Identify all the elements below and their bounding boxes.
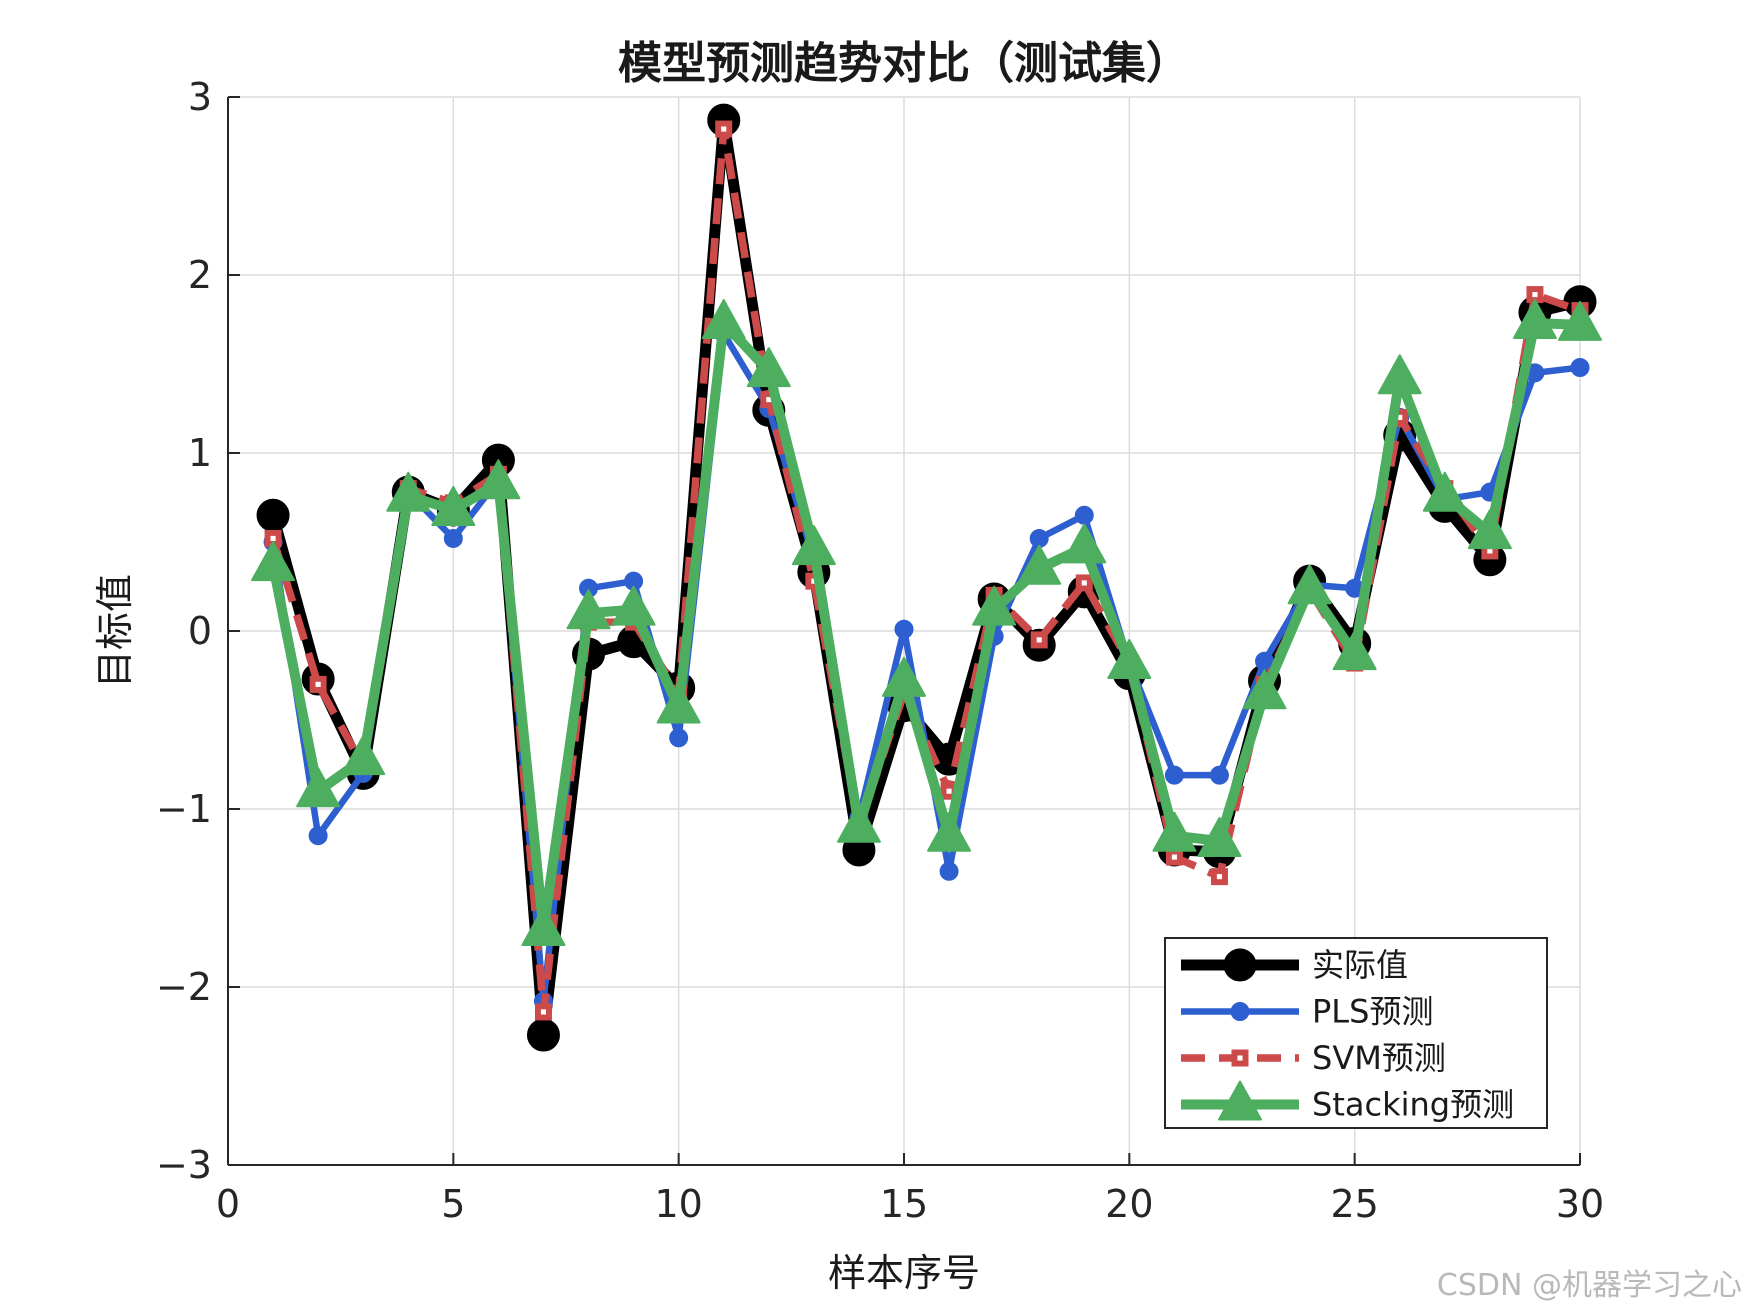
legend-label-3: Stacking预测: [1312, 1086, 1514, 1124]
point-s3-22: [1242, 669, 1287, 710]
legend-label-1: PLS预测: [1312, 993, 1433, 1031]
x-tick-label-5: 25: [1330, 1182, 1378, 1226]
point-s2-0-inner: [270, 535, 276, 541]
point-s3-14: [882, 656, 926, 697]
legend-marker-2-inner: [1237, 1055, 1243, 1061]
series-3: [251, 299, 1602, 947]
y-tick-label-3: 0: [188, 609, 212, 653]
point-s3-18: [1062, 523, 1107, 564]
point-s3-6: [521, 906, 566, 947]
legend: 实际值 PLS预测 SVM预测 Stacking预测: [1164, 937, 1548, 1129]
point-s3-21: [1197, 817, 1242, 858]
point-s3-16: [972, 585, 1017, 626]
point-s2-17-inner: [1036, 637, 1042, 643]
point-s2-15-inner: [946, 788, 952, 794]
point-s3-1: [296, 767, 341, 808]
point-s2-25-inner: [1397, 414, 1403, 420]
point-s3-7: [566, 589, 611, 630]
y-tick-label-0: −3: [156, 1143, 212, 1187]
point-s3-23: [1287, 564, 1332, 605]
x-tick-label-3: 15: [880, 1182, 928, 1226]
point-s1-15: [939, 861, 959, 881]
axes: [227, 96, 1581, 1166]
legend-marker-3: [1218, 1080, 1262, 1121]
series-layer: [251, 103, 1602, 1052]
x-tick-label-1: 5: [441, 1182, 465, 1226]
y-tick-label-4: 1: [188, 431, 212, 475]
legend-item-3: Stacking预测: [1181, 1080, 1514, 1124]
point-s2-1-inner: [315, 681, 321, 687]
point-s2-18-inner: [1081, 580, 1087, 586]
point-s1-20: [1164, 765, 1184, 785]
point-s3-17: [1017, 544, 1062, 585]
point-s3-24: [1332, 630, 1377, 671]
x-tick-label-4: 20: [1105, 1182, 1153, 1226]
y-tick-label-6: 3: [188, 75, 212, 119]
point-s3-0: [251, 541, 296, 582]
point-s2-28-inner: [1532, 292, 1538, 298]
y-tick-label-1: −2: [156, 965, 212, 1009]
legend-item-1: PLS预测: [1181, 993, 1433, 1031]
point-s3-9: [656, 683, 701, 724]
point-s3-11: [746, 347, 791, 388]
legend-label-2: SVM预测: [1312, 1039, 1446, 1077]
point-s2-27-inner: [1487, 548, 1493, 554]
legend-item-0: 实际值: [1181, 946, 1408, 984]
point-s3-10: [701, 299, 746, 340]
point-s0-6: [526, 1018, 560, 1052]
y-tick-label-5: 2: [188, 253, 212, 297]
point-s1-1: [308, 826, 328, 846]
point-s3-25: [1377, 354, 1422, 395]
x-tick-label-0: 0: [216, 1182, 240, 1226]
point-s2-21-inner: [1216, 874, 1223, 880]
point-s3-19: [1107, 639, 1152, 680]
point-s0-0: [256, 498, 290, 532]
point-s3-29: [1558, 300, 1602, 341]
point-s1-14: [894, 619, 914, 639]
watermark: CSDN @机器学习之心: [1437, 1268, 1742, 1303]
chart-title: 模型预测趋势对比（测试集）: [618, 38, 1190, 89]
point-s2-10-inner: [721, 126, 727, 132]
legend-label-0: 实际值: [1312, 946, 1408, 984]
point-s1-29: [1570, 358, 1590, 378]
point-s3-27: [1467, 509, 1512, 550]
x-tick-label-2: 10: [654, 1182, 702, 1226]
point-s3-28: [1512, 299, 1557, 340]
point-s3-20: [1152, 811, 1197, 852]
legend-item-2: SVM预测: [1181, 1039, 1446, 1077]
point-s2-20-inner: [1171, 854, 1177, 860]
point-s3-3: [386, 471, 431, 512]
point-s1-4: [443, 528, 463, 548]
point-s3-5: [476, 459, 521, 500]
y-axis-label: 目标值: [93, 574, 137, 688]
point-s3-26: [1422, 471, 1467, 512]
y-tick-label-2: −1: [156, 787, 212, 831]
x-tick-label-6: 30: [1556, 1182, 1604, 1226]
point-s1-9: [669, 728, 689, 748]
point-s2-12-inner: [811, 578, 817, 584]
point-s1-21: [1209, 765, 1229, 785]
point-s1-18: [1074, 505, 1094, 525]
point-s3-13: [836, 802, 881, 843]
point-s3-15: [927, 811, 972, 852]
legend-marker-0: [1223, 948, 1257, 982]
point-s3-12: [791, 525, 836, 566]
point-s3-2: [341, 735, 386, 776]
point-s3-4: [431, 485, 476, 526]
legend-marker-1: [1230, 1002, 1250, 1021]
x-axis-label: 样本序号: [828, 1251, 980, 1295]
point-s2-6-inner: [540, 1009, 547, 1015]
point-s2-11-inner: [766, 397, 772, 403]
tick-labels: 0 5 10 15 20 25 30 −3 −2 −1 0 1 2 3: [156, 75, 1604, 1226]
point-s3-8: [611, 585, 656, 626]
